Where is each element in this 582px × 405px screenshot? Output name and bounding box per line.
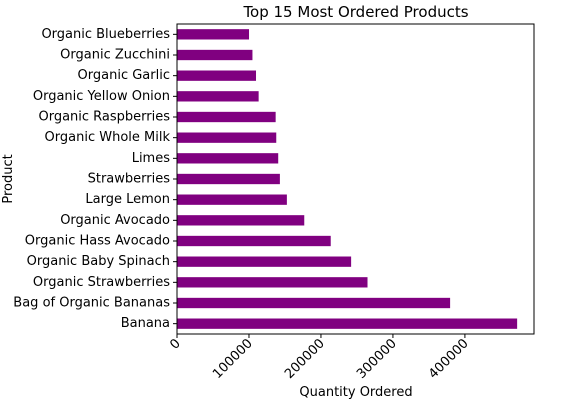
y-tick-label: Organic Whole Milk: [45, 130, 171, 145]
x-axis-label: Quantity Ordered: [299, 385, 412, 400]
bars-group: [177, 29, 518, 329]
bar-organic-zucchini: [177, 49, 253, 61]
bar-large-lemon: [177, 194, 287, 205]
x-tick-label: 400000: [426, 336, 472, 382]
x-tick-label: 100000: [210, 336, 256, 382]
plot-frame: [176, 23, 535, 335]
x-axis-ticks: 0 100000 200000 300000 400000: [167, 334, 472, 382]
y-tick-label: Organic Garlic: [78, 68, 170, 83]
bar-organic-avocado: [177, 215, 305, 226]
y-tick-label: Organic Yellow Onion: [33, 89, 170, 104]
y-tick-label: Organic Blueberries: [41, 27, 170, 42]
bar-organic-baby-spinach: [177, 256, 352, 267]
y-tick-label: Banana: [121, 316, 170, 331]
y-tick-label: Limes: [132, 151, 171, 166]
y-tick-label: Large Lemon: [85, 192, 170, 207]
bar-strawberries: [177, 173, 280, 185]
y-tick-label: Organic Baby Spinach: [27, 254, 170, 269]
x-tick-label: 200000: [282, 336, 328, 382]
x-tick-label: 0: [167, 336, 183, 352]
y-tick-label: Bag of Organic Bananas: [13, 296, 170, 311]
bar-limes: [177, 153, 279, 164]
y-tick-label: Organic Avocado: [60, 213, 170, 228]
bar-banana: [177, 318, 518, 329]
bar-bag-of-organic-bananas: [177, 297, 451, 309]
y-tick-label: Organic Strawberries: [33, 275, 170, 290]
y-tick-label: Strawberries: [88, 172, 171, 187]
bar-organic-blueberries: [177, 29, 250, 40]
y-axis-label: Product: [1, 154, 16, 203]
bar-organic-yellow-onion: [177, 91, 259, 102]
bar-organic-raspberries: [177, 111, 276, 123]
bar-organic-strawberries: [177, 277, 368, 288]
bar-organic-whole-milk: [177, 132, 277, 143]
y-tick-label: Organic Zucchini: [60, 48, 170, 63]
chart-title: Top 15 Most Ordered Products: [242, 3, 468, 21]
x-tick-label: 300000: [354, 336, 400, 382]
y-axis-ticks: Banana Bag of Organic Bananas Organic Stra…: [13, 27, 177, 331]
y-tick-label: Organic Hass Avocado: [25, 234, 170, 249]
y-tick-label: Organic Raspberries: [38, 110, 170, 125]
bar-organic-hass-avocado: [177, 235, 331, 247]
bar-organic-garlic: [177, 70, 257, 81]
